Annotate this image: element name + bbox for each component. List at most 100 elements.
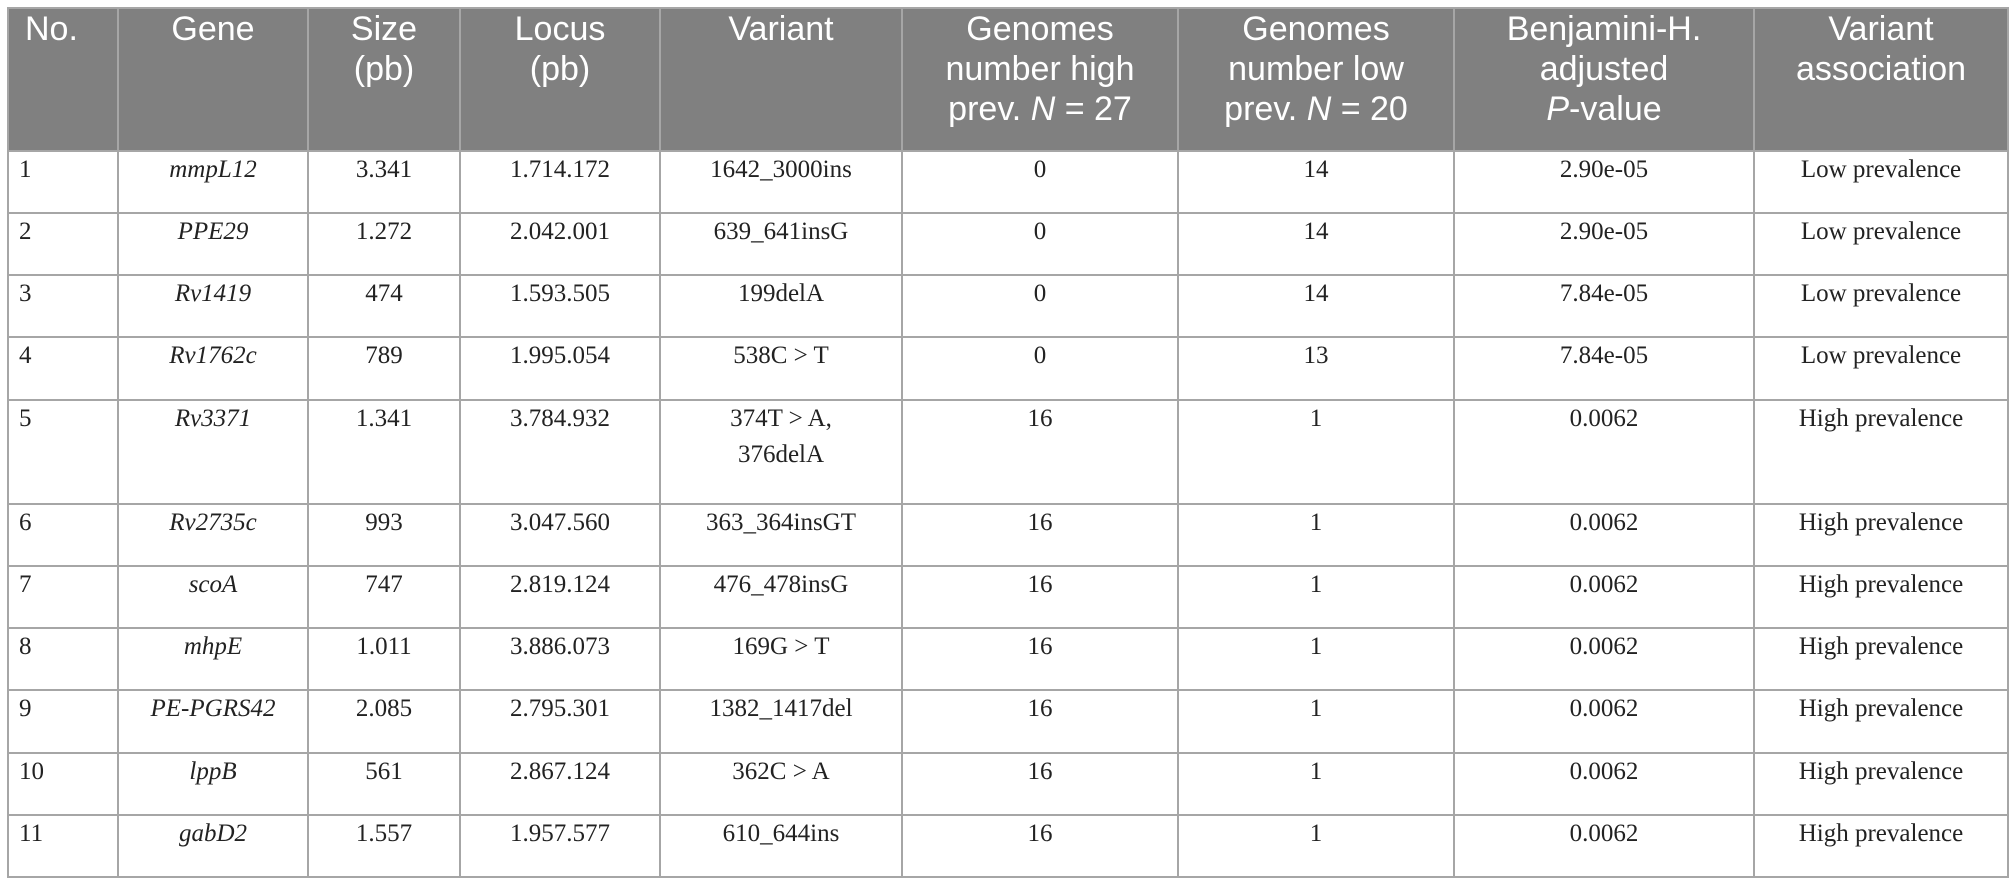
table-row: 3 Rv1419 474 1.593.505 199delA 0 14 7.84e-05 Low… (7, 274, 2009, 339)
cell-pvalue: 0.0062 (1453, 398, 1755, 505)
cell-low-prev: 14 (1177, 149, 1455, 215)
cell-variant: 476_478insG (659, 565, 903, 630)
cell-association: High prevalence (1753, 502, 2009, 568)
cell-no: 4 (7, 336, 119, 401)
cell-no: 5 (7, 398, 119, 505)
cell-variant: 374T > A, 376delA (659, 398, 903, 505)
header-line: P-value (1546, 90, 1662, 128)
variant-line: 538C > T (733, 342, 829, 370)
cell-low-prev: 1 (1177, 627, 1455, 692)
table-row: 2 PPE29 1.272 2.042.001 639_641insG 0 14 2.90e-… (7, 212, 2009, 277)
cell-variant: 362C > A (659, 751, 903, 816)
gene-variant-table: No. Gene Size (pb) Locus (pb) Variant Genomes nu… (7, 7, 2009, 879)
cell-locus: 2.867.124 (459, 751, 661, 816)
cell-no: 8 (7, 627, 119, 692)
cell-gene: Rv1419 (117, 274, 309, 339)
cell-variant: 1382_1417del (659, 689, 903, 754)
cell-variant: 169G > T (659, 627, 903, 692)
cell-association: Low prevalence (1753, 274, 2009, 339)
cell-no: 2 (7, 212, 119, 277)
header-line: number high (945, 50, 1135, 88)
cell-no: 9 (7, 689, 119, 754)
cell-pvalue: 0.0062 (1453, 502, 1755, 568)
cell-high-prev: 0 (901, 149, 1179, 215)
header-no: No. (7, 7, 119, 152)
header-line: number low (1228, 50, 1404, 88)
cell-size: 2.085 (307, 689, 461, 754)
cell-pvalue: 7.84e-05 (1453, 274, 1755, 339)
table-row: 7 scoA 747 2.819.124 476_478insG 16 1 0.0062 Hig… (7, 565, 2009, 630)
header-line: prev. N = 27 (948, 90, 1132, 128)
cell-size: 747 (307, 565, 461, 630)
cell-gene: mhpE (117, 627, 309, 692)
header-line: Genomes (966, 10, 1114, 48)
cell-size: 1.341 (307, 398, 461, 505)
cell-association: High prevalence (1753, 751, 2009, 816)
cell-pvalue: 0.0062 (1453, 751, 1755, 816)
cell-low-prev: 14 (1177, 212, 1455, 277)
cell-no: 10 (7, 751, 119, 816)
table-row: 8 mhpE 1.011 3.886.073 169G > T 16 1 0.0062 High… (7, 627, 2009, 692)
table-row: 10 lppB 561 2.867.124 362C > A 16 1 0.0062 High … (7, 751, 2009, 816)
variant-line: 476_478insG (713, 571, 849, 599)
cell-association: Low prevalence (1753, 149, 2009, 215)
cell-high-prev: 16 (901, 751, 1179, 816)
cell-size: 1.557 (307, 813, 461, 879)
cell-gene: mmpL12 (117, 149, 309, 215)
cell-gene: Rv2735c (117, 502, 309, 568)
cell-gene: Rv1762c (117, 336, 309, 401)
cell-variant: 610_644ins (659, 813, 903, 879)
header-line: Genomes (1242, 10, 1390, 48)
cell-size: 1.272 (307, 212, 461, 277)
cell-high-prev: 16 (901, 627, 1179, 692)
header-line: (pb) (529, 50, 591, 88)
variant-line: 1382_1417del (709, 695, 853, 723)
cell-gene: PE-PGRS42 (117, 689, 309, 754)
cell-locus: 2.819.124 (459, 565, 661, 630)
variant-line: 1642_3000ins (710, 156, 852, 183)
cell-locus: 3.047.560 (459, 502, 661, 568)
cell-high-prev: 0 (901, 336, 1179, 401)
cell-size: 561 (307, 751, 461, 816)
variant-line: 363_364insGT (706, 508, 856, 536)
header-line: association (1795, 50, 1967, 88)
cell-locus: 1.593.505 (459, 274, 661, 339)
header-pvalue: Benjamini-H. adjusted P-value (1453, 7, 1755, 152)
header-line: Locus (514, 10, 606, 48)
cell-pvalue: 0.0062 (1453, 565, 1755, 630)
header-size: Size (pb) (307, 7, 461, 152)
variant-line: 376delA (737, 440, 825, 468)
cell-high-prev: 16 (901, 398, 1179, 505)
cell-high-prev: 16 (901, 565, 1179, 630)
cell-high-prev: 16 (901, 689, 1179, 754)
variant-line: 639_641insG (713, 218, 849, 246)
table-row: 5 Rv3371 1.341 3.784.932 374T > A, 376delA 16 1… (7, 398, 2009, 505)
header-low-prev: Genomes number low prev. N = 20 (1177, 7, 1455, 152)
table-row: 4 Rv1762c 789 1.995.054 538C > T 0 13 7.84e-05 L… (7, 336, 2009, 401)
cell-gene: scoA (117, 565, 309, 630)
cell-no: 3 (7, 274, 119, 339)
cell-pvalue: 7.84e-05 (1453, 336, 1755, 401)
cell-low-prev: 13 (1177, 336, 1455, 401)
cell-association: High prevalence (1753, 627, 2009, 692)
cell-pvalue: 0.0062 (1453, 689, 1755, 754)
cell-locus: 1.957.577 (459, 813, 661, 879)
variant-line: 610_644ins (722, 819, 840, 847)
cell-locus: 2.042.001 (459, 212, 661, 277)
cell-no: 1 (7, 149, 119, 215)
cell-high-prev: 16 (901, 813, 1179, 879)
cell-pvalue: 2.90e-05 (1453, 212, 1755, 277)
cell-gene: Rv3371 (117, 398, 309, 505)
table-row: 11 gabD2 1.557 1.957.577 610_644ins 16 1 0.0062… (7, 813, 2009, 879)
cell-size: 1.011 (307, 627, 461, 692)
cell-low-prev: 1 (1177, 813, 1455, 879)
table-row: 1 mmpL12 3.341 1.714.172 1642_3000ins 0 14 2.90… (7, 149, 2009, 215)
cell-locus: 3.784.932 (459, 398, 661, 505)
cell-high-prev: 0 (901, 212, 1179, 277)
header-locus: Locus (pb) (459, 7, 661, 152)
cell-association: High prevalence (1753, 398, 2009, 505)
cell-locus: 1.714.172 (459, 149, 661, 215)
cell-high-prev: 0 (901, 274, 1179, 339)
cell-pvalue: 0.0062 (1453, 627, 1755, 692)
header-high-prev: Genomes number high prev. N = 27 (901, 7, 1179, 152)
